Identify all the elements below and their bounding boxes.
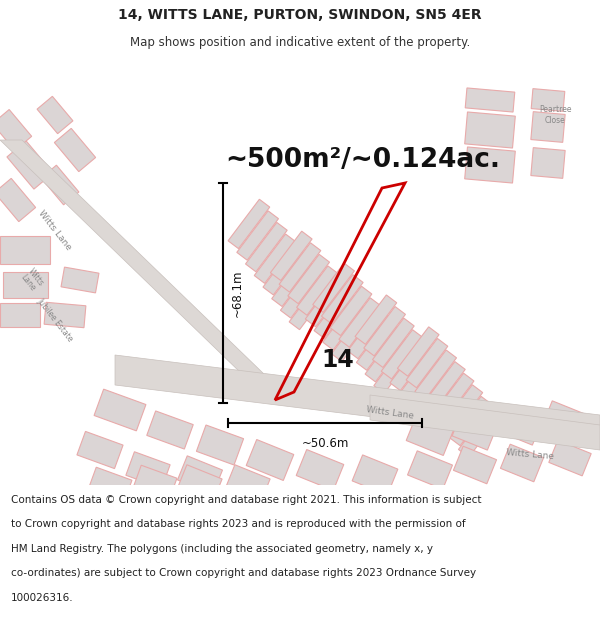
- Polygon shape: [549, 440, 591, 476]
- Polygon shape: [531, 112, 565, 142]
- Polygon shape: [464, 112, 515, 148]
- Polygon shape: [226, 465, 270, 501]
- Polygon shape: [296, 266, 338, 315]
- Polygon shape: [196, 425, 244, 465]
- Text: Witts Lane: Witts Lane: [506, 448, 554, 462]
- Polygon shape: [531, 148, 565, 178]
- Text: Contains OS data © Crown copyright and database right 2021. This information is : Contains OS data © Crown copyright and d…: [11, 495, 481, 505]
- Text: Jubilee Estate: Jubilee Estate: [35, 296, 75, 344]
- Text: 14: 14: [322, 348, 355, 372]
- Polygon shape: [398, 353, 440, 402]
- Polygon shape: [347, 309, 389, 359]
- Polygon shape: [263, 246, 305, 295]
- Polygon shape: [407, 364, 449, 414]
- Polygon shape: [61, 267, 99, 293]
- Polygon shape: [330, 286, 372, 336]
- Text: to Crown copyright and database rights 2023 and is reproduced with the permissio: to Crown copyright and database rights 2…: [11, 519, 466, 529]
- Polygon shape: [178, 465, 222, 501]
- Polygon shape: [0, 109, 32, 151]
- Polygon shape: [254, 234, 296, 283]
- Polygon shape: [441, 385, 482, 434]
- Text: Witts Lane: Witts Lane: [365, 405, 415, 421]
- Polygon shape: [352, 455, 398, 495]
- Text: Peartree
Close: Peartree Close: [539, 105, 571, 125]
- Polygon shape: [2, 272, 47, 298]
- Polygon shape: [133, 465, 177, 501]
- Text: co-ordinates) are subject to Crown copyright and database rights 2023 Ordnance S: co-ordinates) are subject to Crown copyr…: [11, 568, 476, 578]
- Polygon shape: [397, 327, 439, 376]
- Polygon shape: [271, 231, 312, 281]
- Polygon shape: [373, 318, 414, 368]
- Polygon shape: [464, 147, 515, 183]
- Polygon shape: [279, 242, 321, 292]
- Polygon shape: [55, 128, 95, 172]
- Polygon shape: [115, 355, 600, 445]
- Polygon shape: [313, 263, 355, 312]
- Polygon shape: [322, 274, 363, 324]
- Text: ~68.1m: ~68.1m: [231, 269, 244, 317]
- Polygon shape: [0, 236, 50, 264]
- Polygon shape: [542, 401, 587, 439]
- Polygon shape: [147, 411, 193, 449]
- Polygon shape: [339, 298, 380, 347]
- Polygon shape: [314, 289, 356, 338]
- Text: Witts Lane: Witts Lane: [37, 208, 73, 252]
- Polygon shape: [407, 451, 452, 489]
- Text: 100026316.: 100026316.: [11, 592, 73, 602]
- Text: ~500m²/~0.124ac.: ~500m²/~0.124ac.: [225, 147, 500, 173]
- Polygon shape: [272, 257, 313, 306]
- Polygon shape: [289, 281, 331, 329]
- Polygon shape: [364, 306, 406, 356]
- Polygon shape: [416, 376, 458, 426]
- Polygon shape: [497, 405, 543, 445]
- Polygon shape: [296, 449, 344, 491]
- Text: Map shows position and indicative extent of the property.: Map shows position and indicative extent…: [130, 36, 470, 49]
- Polygon shape: [432, 373, 474, 423]
- Polygon shape: [465, 88, 515, 112]
- Polygon shape: [237, 211, 278, 260]
- Text: ~50.6m: ~50.6m: [301, 437, 349, 450]
- Polygon shape: [77, 431, 123, 469]
- Polygon shape: [390, 341, 431, 391]
- Polygon shape: [365, 332, 407, 382]
- Polygon shape: [288, 254, 329, 304]
- Polygon shape: [246, 439, 294, 481]
- Polygon shape: [41, 165, 79, 205]
- Polygon shape: [0, 178, 35, 222]
- Polygon shape: [531, 89, 565, 111]
- Polygon shape: [331, 312, 373, 362]
- Polygon shape: [381, 330, 423, 379]
- Polygon shape: [406, 338, 448, 388]
- Polygon shape: [355, 295, 397, 344]
- Polygon shape: [370, 395, 600, 450]
- Polygon shape: [228, 199, 270, 249]
- Polygon shape: [7, 141, 53, 189]
- Text: HM Land Registry. The polygons (including the associated geometry, namely x, y: HM Land Registry. The polygons (includin…: [11, 544, 433, 554]
- Polygon shape: [245, 222, 287, 272]
- Text: 14, WITTS LANE, PURTON, SWINDON, SN5 4ER: 14, WITTS LANE, PURTON, SWINDON, SN5 4ER: [118, 8, 482, 22]
- Polygon shape: [0, 303, 40, 327]
- Polygon shape: [374, 344, 415, 394]
- Polygon shape: [94, 389, 146, 431]
- Polygon shape: [458, 408, 500, 458]
- Polygon shape: [356, 321, 398, 370]
- Polygon shape: [0, 140, 265, 375]
- Polygon shape: [415, 350, 457, 399]
- Polygon shape: [126, 452, 170, 488]
- Polygon shape: [280, 269, 322, 318]
- Polygon shape: [178, 456, 223, 494]
- Polygon shape: [500, 444, 544, 482]
- Polygon shape: [44, 302, 86, 328]
- Polygon shape: [323, 301, 364, 350]
- Polygon shape: [454, 446, 497, 484]
- Polygon shape: [406, 414, 454, 456]
- Polygon shape: [305, 278, 347, 327]
- Polygon shape: [88, 468, 132, 502]
- Polygon shape: [424, 362, 465, 411]
- Polygon shape: [452, 410, 498, 450]
- Polygon shape: [37, 96, 73, 134]
- Polygon shape: [450, 396, 491, 446]
- Text: Witts
Lane: Witts Lane: [18, 266, 46, 294]
